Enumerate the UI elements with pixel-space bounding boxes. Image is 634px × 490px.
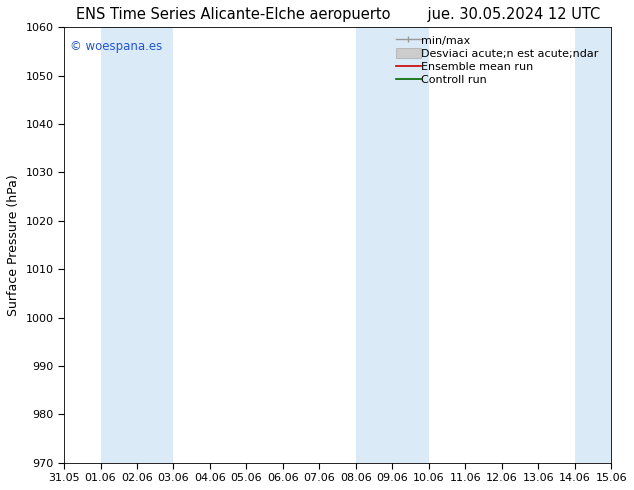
Title: ENS Time Series Alicante-Elche aeropuerto        jue. 30.05.2024 12 UTC: ENS Time Series Alicante-Elche aeropuert… [75, 7, 600, 22]
Legend: min/max, Desviaci acute;n est acute;ndar, Ensemble mean run, Controll run: min/max, Desviaci acute;n est acute;ndar… [394, 33, 605, 87]
Bar [575, 27, 611, 463]
Text: © woespana.es: © woespana.es [70, 40, 162, 53]
Y-axis label: Surface Pressure (hPa): Surface Pressure (hPa) [7, 174, 20, 316]
Bar [356, 27, 429, 463]
Bar [101, 27, 174, 463]
